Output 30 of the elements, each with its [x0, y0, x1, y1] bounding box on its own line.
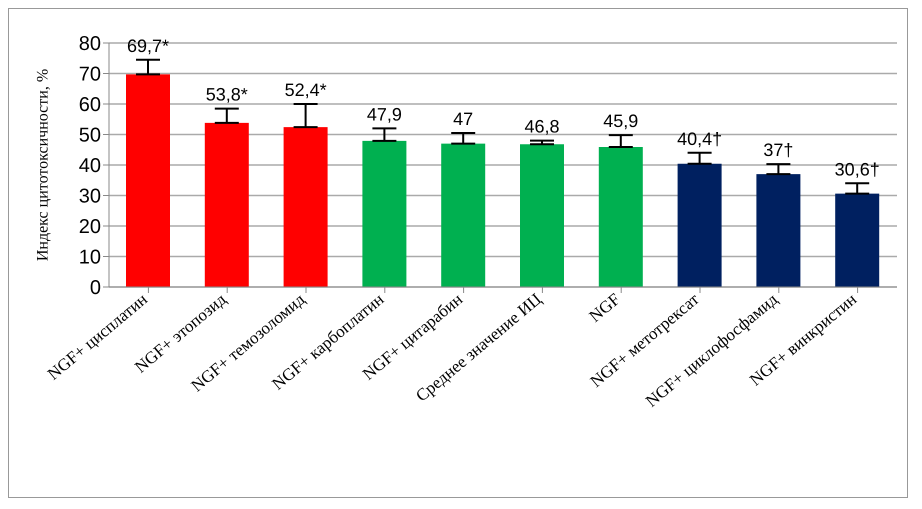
bar: [756, 174, 800, 287]
data-label: 46,8: [524, 116, 560, 137]
data-label: 40,4†: [677, 128, 722, 149]
bar: [362, 140, 406, 287]
y-tick-label: 20: [78, 216, 101, 238]
data-label: 37†: [763, 140, 794, 160]
bar: [126, 74, 170, 287]
bar: [204, 122, 249, 287]
bar: [441, 144, 486, 287]
data-label: 47: [453, 108, 474, 129]
y-axis-title: Индекс цитотоксичности, %: [34, 68, 52, 262]
y-tick-label: 70: [78, 64, 101, 86]
data-label: 45,9: [603, 111, 638, 132]
y-tick-label: 50: [78, 124, 101, 147]
y-tick-label: 10: [78, 246, 101, 269]
bar: [678, 164, 722, 287]
data-label: 52,4*: [284, 80, 327, 100]
bar: [598, 147, 643, 287]
data-label: 69,7*: [126, 36, 170, 56]
data-label: 47,9: [366, 104, 402, 124]
data-label: 53,8*: [206, 84, 248, 105]
y-tick-label: 0: [90, 277, 101, 300]
bar: [284, 127, 328, 287]
bar: [835, 194, 880, 287]
y-tick-label: 40: [78, 155, 101, 178]
y-tick-label: 30: [78, 186, 101, 208]
y-tick-label: 60: [78, 94, 101, 116]
y-tick-label: 80: [78, 33, 101, 56]
bar: [520, 144, 564, 287]
data-label: 30,6†: [834, 159, 880, 180]
